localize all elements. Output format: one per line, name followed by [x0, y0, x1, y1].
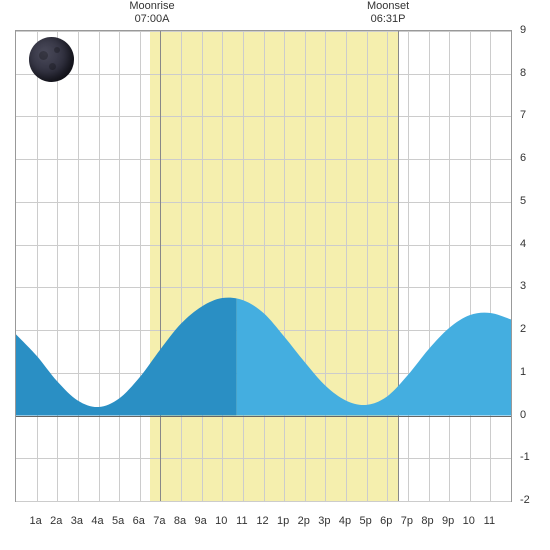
y-tick: 6 — [520, 152, 526, 164]
x-tick: 6p — [380, 515, 392, 527]
zero-line — [16, 416, 511, 417]
x-tick: 6a — [133, 515, 145, 527]
x-tick: 10 — [463, 515, 475, 527]
x-tick: 3p — [318, 515, 330, 527]
x-tick: 4p — [339, 515, 351, 527]
y-tick: 3 — [520, 280, 526, 292]
x-tick: 3a — [71, 515, 83, 527]
x-tick: 5a — [112, 515, 124, 527]
y-tick: -1 — [520, 451, 530, 463]
x-tick: 1p — [277, 515, 289, 527]
x-tick: 8p — [421, 515, 433, 527]
y-tick: -2 — [520, 494, 530, 506]
y-tick: 9 — [520, 24, 526, 36]
x-tick: 9a — [195, 515, 207, 527]
y-tick: 7 — [520, 109, 526, 121]
x-tick: 1a — [30, 515, 42, 527]
x-tick: 8a — [174, 515, 186, 527]
y-tick: 2 — [520, 323, 526, 335]
moon-phase-icon — [29, 37, 74, 82]
y-tick: 0 — [520, 409, 526, 421]
x-tick: 5p — [360, 515, 372, 527]
x-tick: 10 — [215, 515, 227, 527]
y-tick: 4 — [520, 238, 526, 250]
moonset-label: Moonset 06:31P — [367, 0, 409, 26]
moon-event-header: Moonrise 07:00A Moonset 06:31P — [0, 0, 550, 30]
tide-curve — [16, 31, 511, 501]
x-tick: 4a — [91, 515, 103, 527]
x-axis: 1a 2a 3a 4a 5a 6a 7a 8a 9a 10 11 12 1p 2p 3p 4p 5p 6p 7p 8p… — [15, 515, 510, 535]
moonset-title: Moonset — [367, 0, 409, 13]
x-tick: 2p — [298, 515, 310, 527]
moonset-time: 06:31P — [367, 13, 409, 26]
y-tick: 5 — [520, 195, 526, 207]
x-tick: 2a — [50, 515, 62, 527]
x-tick: 7p — [401, 515, 413, 527]
x-tick: 7a — [153, 515, 165, 527]
x-tick: 12 — [256, 515, 268, 527]
y-tick: 8 — [520, 67, 526, 79]
y-axis: -2-10123456789 — [515, 30, 545, 500]
moonrise-title: Moonrise — [129, 0, 174, 13]
moonrise-time: 07:00A — [129, 13, 174, 26]
y-tick: 1 — [520, 366, 526, 378]
moonrise-label: Moonrise 07:00A — [129, 0, 174, 26]
tide-chart: Moonrise 07:00A Moonset 06:31P -2-101234… — [0, 0, 550, 550]
plot-area — [15, 30, 512, 502]
x-tick: 11 — [236, 515, 247, 527]
x-tick: 11 — [484, 515, 495, 527]
x-tick: 9p — [442, 515, 454, 527]
